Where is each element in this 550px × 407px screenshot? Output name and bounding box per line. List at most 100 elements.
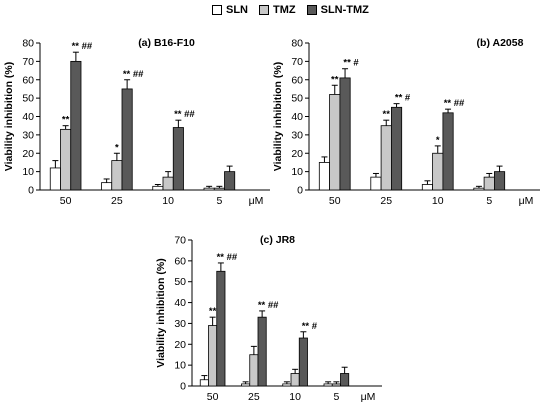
bar bbox=[162, 176, 174, 191]
y-tick-label: 20 bbox=[174, 339, 186, 351]
y-tick-label: 10 bbox=[291, 166, 303, 178]
chart-title: (b) A2058 bbox=[477, 37, 524, 49]
legend-label-sln-tmz: SLN-TMZ bbox=[320, 4, 369, 16]
bar bbox=[442, 112, 454, 191]
legend-label-tmz: TMZ bbox=[273, 4, 296, 16]
y-tick-label: 50 bbox=[291, 93, 303, 105]
x-tick-label: 10 bbox=[162, 195, 174, 207]
y-tick-label: 30 bbox=[174, 318, 186, 330]
legend-item-tmz: TMZ bbox=[259, 4, 296, 16]
bar bbox=[152, 185, 164, 191]
x-tick-label: 5 bbox=[216, 195, 222, 207]
x-tick-label: 50 bbox=[60, 195, 72, 207]
bar bbox=[331, 383, 341, 387]
bar bbox=[298, 337, 308, 387]
bar bbox=[421, 184, 433, 191]
bar bbox=[208, 325, 218, 387]
bar bbox=[121, 88, 133, 191]
bar bbox=[282, 383, 292, 387]
x-tick-label: 50 bbox=[207, 391, 219, 402]
y-tick-label: 10 bbox=[22, 166, 34, 178]
y-tick-label: 0 bbox=[28, 185, 34, 197]
bar bbox=[370, 176, 382, 191]
data-label: ** ## bbox=[123, 69, 144, 80]
y-tick-label: 40 bbox=[22, 111, 34, 123]
data-label: * bbox=[115, 142, 119, 153]
bar bbox=[323, 383, 333, 387]
bar bbox=[60, 128, 72, 191]
bar bbox=[224, 171, 236, 191]
x-tick-label: 5 bbox=[333, 391, 339, 402]
data-label: ** ## bbox=[444, 98, 465, 109]
bar bbox=[340, 373, 350, 387]
bar bbox=[49, 167, 61, 191]
bar bbox=[213, 187, 225, 191]
data-label: ** # bbox=[343, 58, 359, 69]
data-label: ** bbox=[383, 109, 391, 120]
bar bbox=[318, 162, 330, 191]
y-tick-label: 60 bbox=[291, 74, 303, 86]
y-axis-title: Viability inhibition (%) bbox=[3, 62, 15, 171]
x-tick-label: 10 bbox=[432, 195, 444, 207]
bar bbox=[203, 187, 215, 191]
data-label: ** ## bbox=[174, 109, 195, 120]
data-label: ** ## bbox=[217, 252, 238, 263]
y-tick-label: 80 bbox=[22, 38, 34, 50]
y-tick-label: 0 bbox=[180, 381, 186, 393]
y-tick-label: 70 bbox=[291, 56, 303, 68]
x-tick-label: 25 bbox=[380, 195, 392, 207]
y-tick-label: 40 bbox=[174, 297, 186, 309]
bar bbox=[172, 127, 184, 191]
data-label: ** # bbox=[302, 321, 318, 332]
x-tick-label: 10 bbox=[289, 391, 301, 402]
y-tick-label: 50 bbox=[174, 276, 186, 288]
legend-swatch-sln bbox=[212, 5, 222, 15]
x-axis-unit: μM bbox=[249, 195, 264, 207]
y-tick-label: 10 bbox=[174, 360, 186, 372]
data-label: ** ## bbox=[258, 300, 279, 311]
y-tick-label: 70 bbox=[174, 235, 186, 247]
y-tick-label: 80 bbox=[291, 38, 303, 50]
bar bbox=[432, 152, 444, 191]
data-label: ** ## bbox=[72, 41, 93, 52]
chart-panel-1: 0 10 20 30 40 50 60 70 80 Viability inhibition (%… bbox=[272, 37, 540, 207]
bar bbox=[390, 106, 403, 191]
y-axis-title: Viability inhibition (%) bbox=[155, 258, 167, 367]
bar bbox=[339, 77, 351, 191]
y-tick-label: 70 bbox=[22, 56, 34, 68]
x-tick-label: 25 bbox=[248, 391, 260, 402]
data-label: ** # bbox=[395, 93, 411, 104]
chart-title: (a) B16-F10 bbox=[138, 37, 195, 49]
y-tick-label: 20 bbox=[22, 148, 34, 160]
y-tick-label: 60 bbox=[174, 255, 186, 267]
y-tick-label: 30 bbox=[291, 129, 303, 141]
y-tick-label: 30 bbox=[22, 129, 34, 141]
legend-label-sln: SLN bbox=[226, 4, 248, 16]
y-axis-title: Viability inhibition (%) bbox=[272, 62, 284, 171]
y-tick-label: 0 bbox=[297, 185, 303, 197]
legend: SLN TMZ SLN-TMZ bbox=[212, 3, 380, 17]
data-label: ** bbox=[331, 74, 339, 85]
bar bbox=[199, 379, 209, 387]
x-tick-label: 5 bbox=[486, 195, 492, 207]
bar bbox=[290, 373, 300, 387]
legend-item-sln-tmz: SLN-TMZ bbox=[306, 4, 369, 16]
data-label: ** bbox=[209, 306, 217, 317]
chart-panel-0: 0 10 20 30 40 50 60 70 80 Viability inhibition (%… bbox=[3, 37, 270, 207]
bar bbox=[216, 270, 226, 387]
bar bbox=[101, 182, 113, 191]
y-tick-label: 40 bbox=[291, 111, 303, 123]
y-tick-label: 60 bbox=[22, 74, 34, 86]
x-axis-unit: μM bbox=[519, 195, 534, 207]
bar bbox=[70, 60, 82, 191]
bar bbox=[241, 383, 251, 387]
bar bbox=[257, 316, 267, 387]
bar bbox=[483, 176, 495, 191]
chart-panel-2: 0 10 20 30 40 50 60 70 Viability inhibition (%) (… bbox=[155, 234, 382, 403]
x-tick-label: 25 bbox=[111, 195, 123, 207]
bar bbox=[380, 125, 392, 191]
y-tick-label: 20 bbox=[291, 148, 303, 160]
data-label: ** bbox=[62, 115, 70, 126]
bar bbox=[493, 171, 506, 191]
